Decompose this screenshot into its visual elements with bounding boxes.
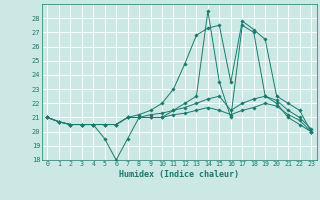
X-axis label: Humidex (Indice chaleur): Humidex (Indice chaleur) — [119, 170, 239, 179]
